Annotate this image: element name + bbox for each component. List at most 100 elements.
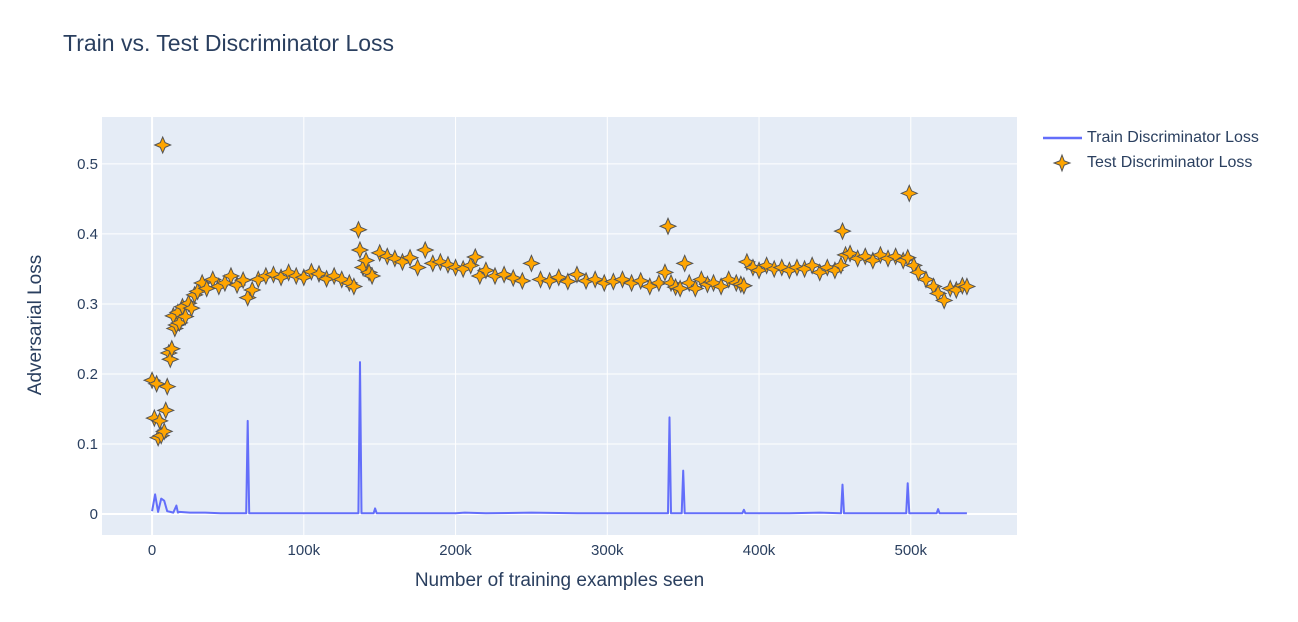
test-series xyxy=(142,135,977,447)
test-loss-point xyxy=(294,268,314,287)
test-loss-point xyxy=(176,307,195,326)
test-loss-point xyxy=(704,273,723,293)
legend-item-test[interactable]: Test Discriminator Loss xyxy=(1040,150,1259,175)
test-loss-point xyxy=(585,270,605,289)
test-loss-point xyxy=(349,220,368,239)
legend-label-train: Train Discriminator Loss xyxy=(1087,128,1259,146)
test-loss-point xyxy=(153,135,172,155)
y-axis-label: Adversarial Loss xyxy=(25,254,46,396)
test-loss-point xyxy=(215,273,235,293)
x-tick-labels: 0 100k 200k 300k 400k 500k xyxy=(148,542,928,559)
test-loss-point xyxy=(431,252,450,272)
test-loss-point xyxy=(385,249,405,268)
y-tick-label: 0.5 xyxy=(77,156,98,173)
test-loss-point xyxy=(179,293,198,313)
y-tick-labels: 0 0.1 0.2 0.3 0.4 0.5 xyxy=(77,156,98,523)
test-loss-point xyxy=(182,298,201,318)
test-loss-point xyxy=(264,265,283,284)
test-loss-point xyxy=(162,339,182,359)
y-tick-label: 0.1 xyxy=(77,436,98,453)
test-loss-point xyxy=(909,263,928,282)
y-tick-label: 0 xyxy=(90,506,98,523)
test-loss-point xyxy=(466,247,485,267)
test-loss-point xyxy=(686,279,705,298)
test-loss-point xyxy=(286,266,306,286)
test-loss-point xyxy=(679,273,699,293)
test-loss-point xyxy=(675,254,694,273)
test-loss-point xyxy=(302,262,321,282)
x-tick-label: 0 xyxy=(148,542,156,559)
plot-background xyxy=(102,117,1017,535)
test-loss-point xyxy=(350,240,370,260)
test-loss-point xyxy=(370,243,389,263)
test-loss-point xyxy=(772,258,792,277)
test-loss-point xyxy=(161,349,180,369)
test-loss-point xyxy=(818,258,837,277)
test-loss-point xyxy=(157,377,177,396)
test-loss-point xyxy=(279,263,298,282)
test-loss-point xyxy=(871,245,890,265)
test-loss-point xyxy=(271,268,291,287)
test-loss-point xyxy=(494,265,514,284)
test-loss-point xyxy=(757,256,776,275)
test-loss-point xyxy=(446,258,465,277)
test-loss-point xyxy=(810,263,830,282)
test-loss-point xyxy=(692,270,711,289)
test-loss-point xyxy=(567,265,587,284)
test-loss-point xyxy=(855,247,875,266)
train-loss-line xyxy=(151,361,967,515)
test-loss-point xyxy=(415,240,435,260)
test-loss-point xyxy=(324,266,344,286)
test-loss-point xyxy=(531,270,550,289)
test-loss-point xyxy=(649,273,669,293)
test-loss-point xyxy=(802,256,822,275)
legend-line-swatch xyxy=(1043,136,1082,139)
test-loss-point xyxy=(150,411,169,431)
test-loss-point xyxy=(957,277,977,296)
test-loss-point xyxy=(863,251,883,270)
x-axis-label: Number of training examples seen xyxy=(414,570,705,591)
test-loss-point xyxy=(886,247,905,266)
test-loss-point xyxy=(438,255,458,275)
test-loss-point xyxy=(522,254,541,273)
test-loss-point xyxy=(233,270,253,290)
x-tick-label: 400k xyxy=(743,542,776,559)
test-loss-point xyxy=(899,184,919,203)
y-tick-label: 0.2 xyxy=(77,366,98,383)
x-tick-label: 500k xyxy=(895,542,928,559)
test-loss-point xyxy=(558,272,578,291)
legend-star-swatch xyxy=(1052,153,1072,172)
test-loss-point xyxy=(400,248,420,268)
legend-item-train[interactable]: Train Discriminator Loss xyxy=(1040,125,1259,150)
test-loss-point xyxy=(655,263,675,282)
y-tick-label: 0.3 xyxy=(77,296,98,313)
chart-title: Train vs. Test Discriminator Loss xyxy=(63,30,395,56)
train-series xyxy=(151,361,967,515)
test-loss-point xyxy=(344,277,364,296)
y-tick-label: 0.4 xyxy=(77,226,98,243)
test-loss-point xyxy=(719,270,738,289)
test-loss-point xyxy=(154,422,174,441)
legend: Train Discriminator Loss Test Discrimina… xyxy=(1040,125,1259,175)
test-loss-point xyxy=(408,258,427,277)
test-loss-point xyxy=(711,277,731,296)
test-loss-point xyxy=(393,252,412,272)
test-loss-point xyxy=(833,221,852,241)
test-loss-point xyxy=(476,261,496,280)
test-loss-point xyxy=(356,251,376,270)
test-loss-point xyxy=(378,247,397,266)
test-loss-point xyxy=(156,401,176,420)
test-loss-point xyxy=(840,244,860,263)
test-loss-point xyxy=(242,280,262,300)
test-loss-point xyxy=(503,268,523,288)
x-tick-label: 200k xyxy=(439,542,472,559)
test-loss-point xyxy=(362,266,382,286)
test-loss-point xyxy=(631,271,650,291)
test-loss-point xyxy=(332,270,352,289)
test-loss-point xyxy=(916,270,936,289)
x-tick-label: 300k xyxy=(591,542,624,559)
test-loss-point xyxy=(309,264,329,284)
test-loss-point xyxy=(658,216,678,236)
test-loss-point xyxy=(734,276,754,296)
